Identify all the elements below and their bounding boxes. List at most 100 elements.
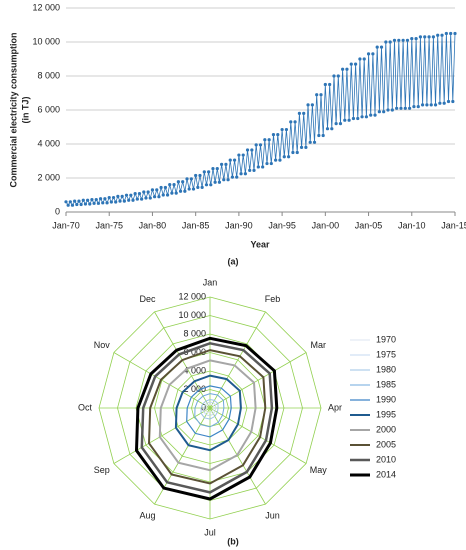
data-point	[423, 35, 427, 39]
series-line	[200, 398, 219, 420]
data-point	[202, 170, 206, 174]
data-point	[412, 105, 416, 109]
data-point	[174, 191, 178, 195]
data-point	[237, 153, 241, 157]
data-point	[211, 167, 215, 171]
data-point	[382, 110, 386, 114]
data-point	[187, 187, 191, 191]
data-point	[114, 200, 118, 204]
data-point	[405, 38, 410, 42]
data-point	[228, 158, 232, 162]
data-point	[109, 200, 113, 204]
data-point	[302, 111, 306, 115]
data-point	[293, 120, 297, 124]
data-point	[286, 155, 291, 159]
data-point	[408, 106, 412, 110]
data-point	[427, 35, 431, 39]
data-point	[364, 115, 368, 119]
category-label: Dec	[139, 294, 156, 304]
data-point	[68, 200, 72, 204]
category-label: Mar	[311, 340, 327, 350]
data-point	[96, 201, 101, 205]
data-point	[144, 196, 148, 200]
data-point	[122, 199, 126, 203]
category-label: Feb	[265, 294, 281, 304]
data-point	[401, 38, 405, 42]
series-line	[140, 342, 274, 494]
data-point	[360, 115, 364, 119]
data-point	[431, 35, 435, 39]
data-point	[371, 52, 375, 56]
data-point	[116, 194, 120, 198]
data-point	[315, 93, 319, 97]
legend-label: 2010	[376, 454, 396, 464]
data-point	[252, 168, 256, 172]
data-point	[390, 108, 394, 112]
data-point	[310, 103, 314, 107]
data-point	[362, 57, 366, 61]
data-point	[241, 153, 245, 157]
series-line	[205, 403, 215, 414]
data-point	[66, 203, 70, 207]
data-point	[267, 138, 271, 142]
data-point	[308, 140, 312, 144]
data-point	[276, 133, 280, 137]
y-tick-label: 12 000	[32, 2, 60, 12]
y-tick-label: 8 000	[37, 70, 60, 80]
data-point	[343, 118, 347, 122]
series-line	[134, 336, 279, 501]
data-point	[278, 158, 282, 162]
data-point	[347, 118, 351, 122]
data-point	[81, 198, 85, 202]
data-point	[289, 120, 293, 124]
data-point	[79, 202, 83, 207]
data-point	[90, 197, 94, 202]
data-point	[410, 37, 414, 41]
data-point	[356, 116, 360, 121]
legend-label: 2000	[376, 424, 396, 434]
data-point	[418, 35, 423, 39]
data-point	[239, 172, 243, 176]
data-point	[442, 101, 446, 105]
data-point	[124, 193, 129, 197]
data-point	[77, 199, 81, 203]
caption: (a)	[228, 256, 239, 266]
data-point	[321, 133, 325, 138]
category-label: Nov	[94, 340, 111, 350]
legend-label: 1970	[376, 334, 396, 344]
data-point	[386, 108, 390, 112]
data-point	[271, 133, 276, 137]
data-point	[161, 193, 165, 197]
data-point	[377, 110, 381, 114]
data-point	[258, 143, 263, 147]
series-line	[186, 385, 232, 438]
data-point	[325, 127, 330, 131]
data-point	[373, 113, 377, 117]
data-point	[178, 189, 183, 193]
series-line	[158, 359, 257, 472]
data-point	[153, 195, 157, 199]
data-point	[191, 187, 196, 191]
data-point	[369, 113, 373, 117]
legend-label: 2014	[376, 469, 396, 479]
data-point	[157, 195, 161, 199]
data-point	[135, 197, 139, 201]
data-point	[200, 185, 204, 189]
data-point	[440, 33, 444, 37]
x-tick-label: Jan-75	[95, 220, 123, 230]
data-point	[120, 194, 124, 198]
r-tick-label: 6 000	[183, 347, 206, 357]
data-point	[388, 40, 392, 44]
data-point	[312, 140, 317, 144]
data-point	[86, 198, 90, 202]
data-point	[330, 127, 334, 131]
data-point	[64, 200, 68, 204]
category-label: Sep	[94, 465, 110, 475]
r-tick-label: 10 000	[178, 310, 206, 320]
data-point	[349, 62, 353, 66]
data-point	[163, 185, 168, 190]
data-point	[319, 93, 323, 97]
data-point	[399, 106, 403, 110]
legend-label: 1985	[376, 379, 396, 389]
legend-label: 1995	[376, 409, 396, 419]
